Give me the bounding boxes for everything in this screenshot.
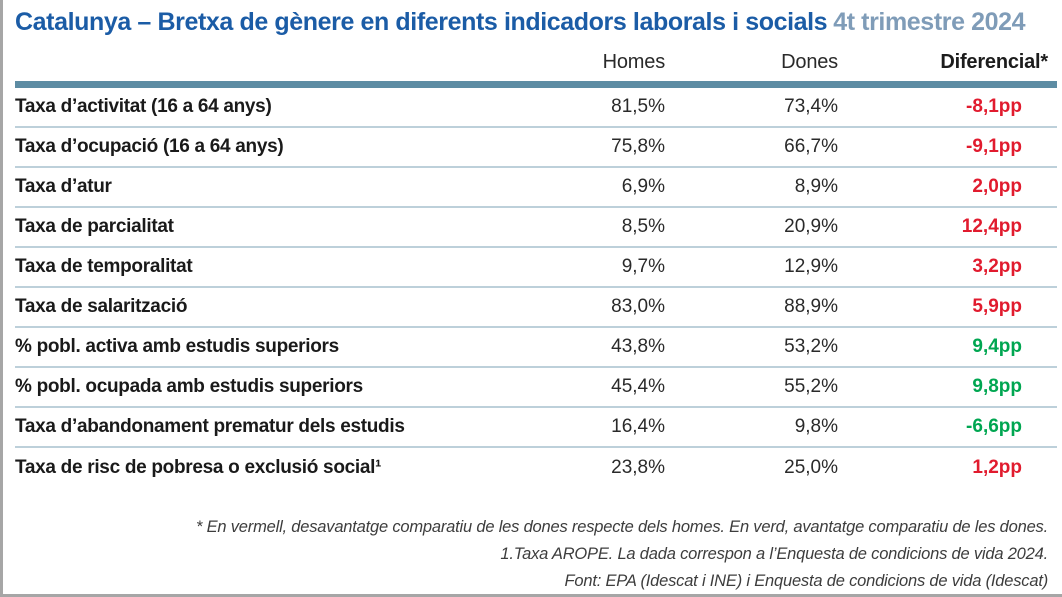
diferencial-value: 5,9pp	[972, 296, 1022, 317]
title-text: Catalunya – Bretxa de gènere en diferent…	[15, 8, 828, 36]
table-row: Taxa de parcialitat 8,5% 20,9% 12,4pp	[15, 208, 1057, 248]
indicators-table: Homes Dones Diferencial* Taxa d’activita…	[15, 37, 1057, 488]
row-label: % pobl. activa amb estudis superiors	[15, 336, 339, 357]
diferencial-value: 9,4pp	[972, 336, 1022, 357]
footnote-source: Font: EPA (Idescat i INE) i Enquesta de …	[564, 571, 1049, 590]
footnote-arope: 1.Taxa AROPE. La dada correspon a l’Enqu…	[500, 544, 1048, 563]
table-header-row: Homes Dones Diferencial*	[15, 37, 1057, 74]
homes-value: 23,8%	[611, 457, 665, 478]
header-divider-bar	[15, 81, 1057, 88]
diferencial-value: -8,1pp	[966, 96, 1022, 117]
column-header-homes: Homes	[602, 51, 666, 73]
title-period: 4t trimestre 2024	[833, 8, 1026, 36]
table-row: Taxa de salarització 83,0% 88,9% 5,9pp	[15, 288, 1057, 328]
dones-value: 73,4%	[784, 96, 838, 117]
row-label: % pobl. ocupada amb estudis superiors	[15, 376, 363, 397]
row-label: Taxa d’abandonament prematur dels estudi…	[15, 416, 405, 437]
diferencial-value: 3,2pp	[972, 256, 1022, 277]
homes-value: 6,9%	[621, 176, 665, 197]
homes-value: 43,8%	[611, 336, 665, 357]
page-title: Catalunya – Bretxa de gènere en diferent…	[15, 7, 1057, 37]
diferencial-value: 2,0pp	[972, 176, 1022, 197]
dones-value: 12,9%	[784, 256, 838, 277]
table-row: Taxa d’abandonament prematur dels estudi…	[15, 408, 1057, 448]
table-row: Taxa de temporalitat 9,7% 12,9% 3,2pp	[15, 248, 1057, 288]
table-row: Taxa d’activitat (16 a 64 anys) 81,5% 73…	[15, 88, 1057, 128]
dones-value: 55,2%	[784, 376, 838, 397]
homes-value: 16,4%	[611, 416, 665, 437]
dones-value: 9,8%	[794, 416, 838, 437]
table-row: % pobl. activa amb estudis superiors 43,…	[15, 328, 1057, 368]
homes-value: 8,5%	[621, 216, 665, 237]
dones-value: 25,0%	[784, 457, 838, 478]
diferencial-value: 12,4pp	[961, 216, 1022, 237]
dones-value: 88,9%	[784, 296, 838, 317]
table-row: % pobl. ocupada amb estudis superiors 45…	[15, 368, 1057, 408]
table-row: Taxa d’ocupació (16 a 64 anys) 75,8% 66,…	[15, 128, 1057, 168]
homes-value: 9,7%	[621, 256, 665, 277]
diferencial-value: -9,1pp	[966, 136, 1022, 157]
row-label: Taxa de temporalitat	[15, 256, 193, 277]
dones-value: 66,7%	[784, 136, 838, 157]
homes-value: 81,5%	[611, 96, 665, 117]
column-header-dones: Dones	[781, 51, 838, 73]
row-label: Taxa de salarització	[15, 296, 188, 317]
column-header-diferencial: Diferencial*	[940, 51, 1048, 73]
row-label: Taxa d’ocupació (16 a 64 anys)	[15, 136, 284, 157]
footnotes: * En vermell, desavantatge comparatiu de…	[15, 514, 1057, 595]
diferencial-value: 1,2pp	[972, 457, 1022, 478]
homes-value: 45,4%	[611, 376, 665, 397]
gender-gap-infographic: Catalunya – Bretxa de gènere en diferent…	[3, 0, 1062, 595]
homes-value: 83,0%	[611, 296, 665, 317]
footnote-legend: * En vermell, desavantatge comparatiu de…	[195, 518, 1048, 536]
diferencial-value: 9,8pp	[972, 376, 1022, 397]
dones-value: 20,9%	[784, 216, 838, 237]
homes-value: 75,8%	[611, 136, 665, 157]
table-row: Taxa d’atur 6,9% 8,9% 2,0pp	[15, 168, 1057, 208]
row-label: Taxa de risc de pobresa o exclusió socia…	[15, 457, 382, 478]
row-label: Taxa d’activitat (16 a 64 anys)	[15, 96, 272, 117]
table-row: Taxa de risc de pobresa o exclusió socia…	[15, 448, 1057, 488]
row-label: Taxa d’atur	[15, 176, 112, 197]
row-label: Taxa de parcialitat	[15, 216, 174, 237]
diferencial-value: -6,6pp	[966, 416, 1022, 437]
dones-value: 8,9%	[794, 176, 838, 197]
dones-value: 53,2%	[784, 336, 838, 357]
